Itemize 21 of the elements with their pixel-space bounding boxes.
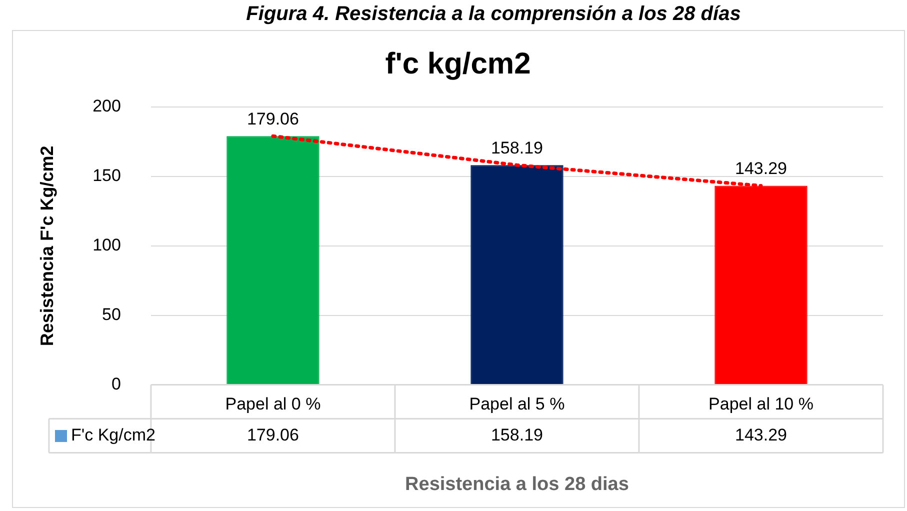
y-axis-title: Resistencia F'c Kg/cm2 [36,146,57,346]
x-axis-title: Resistencia a los 28 dias [405,474,629,495]
text: Figura 4. Resistencia a la comprensión a los 28 días [245,2,742,27]
y-tick-label: 0 [111,374,121,394]
x-tick-label: Papel al 10 % [708,394,814,414]
chart-title: f'c kg/cm2 [385,47,531,80]
bar [470,165,564,384]
data-label: 158.19 [490,425,543,444]
data-label: 158.19 [490,138,543,158]
x-tick-label: Papel al 5 % [469,394,565,414]
y-tick-label: 50 [102,305,121,324]
data-label: 143.29 [734,425,787,444]
text: F'c Kg/cm2 [70,425,156,444]
x-tick-label: Papel al 0 % [225,394,321,414]
y-tick-label: 200 [92,96,121,116]
bar [226,136,320,384]
y-tick-label: 150 [92,166,121,186]
y-tick-label: 100 [92,236,121,255]
data-label: 179.06 [246,425,299,444]
data-label: 179.06 [246,109,299,128]
data-label: 143.29 [734,158,787,178]
